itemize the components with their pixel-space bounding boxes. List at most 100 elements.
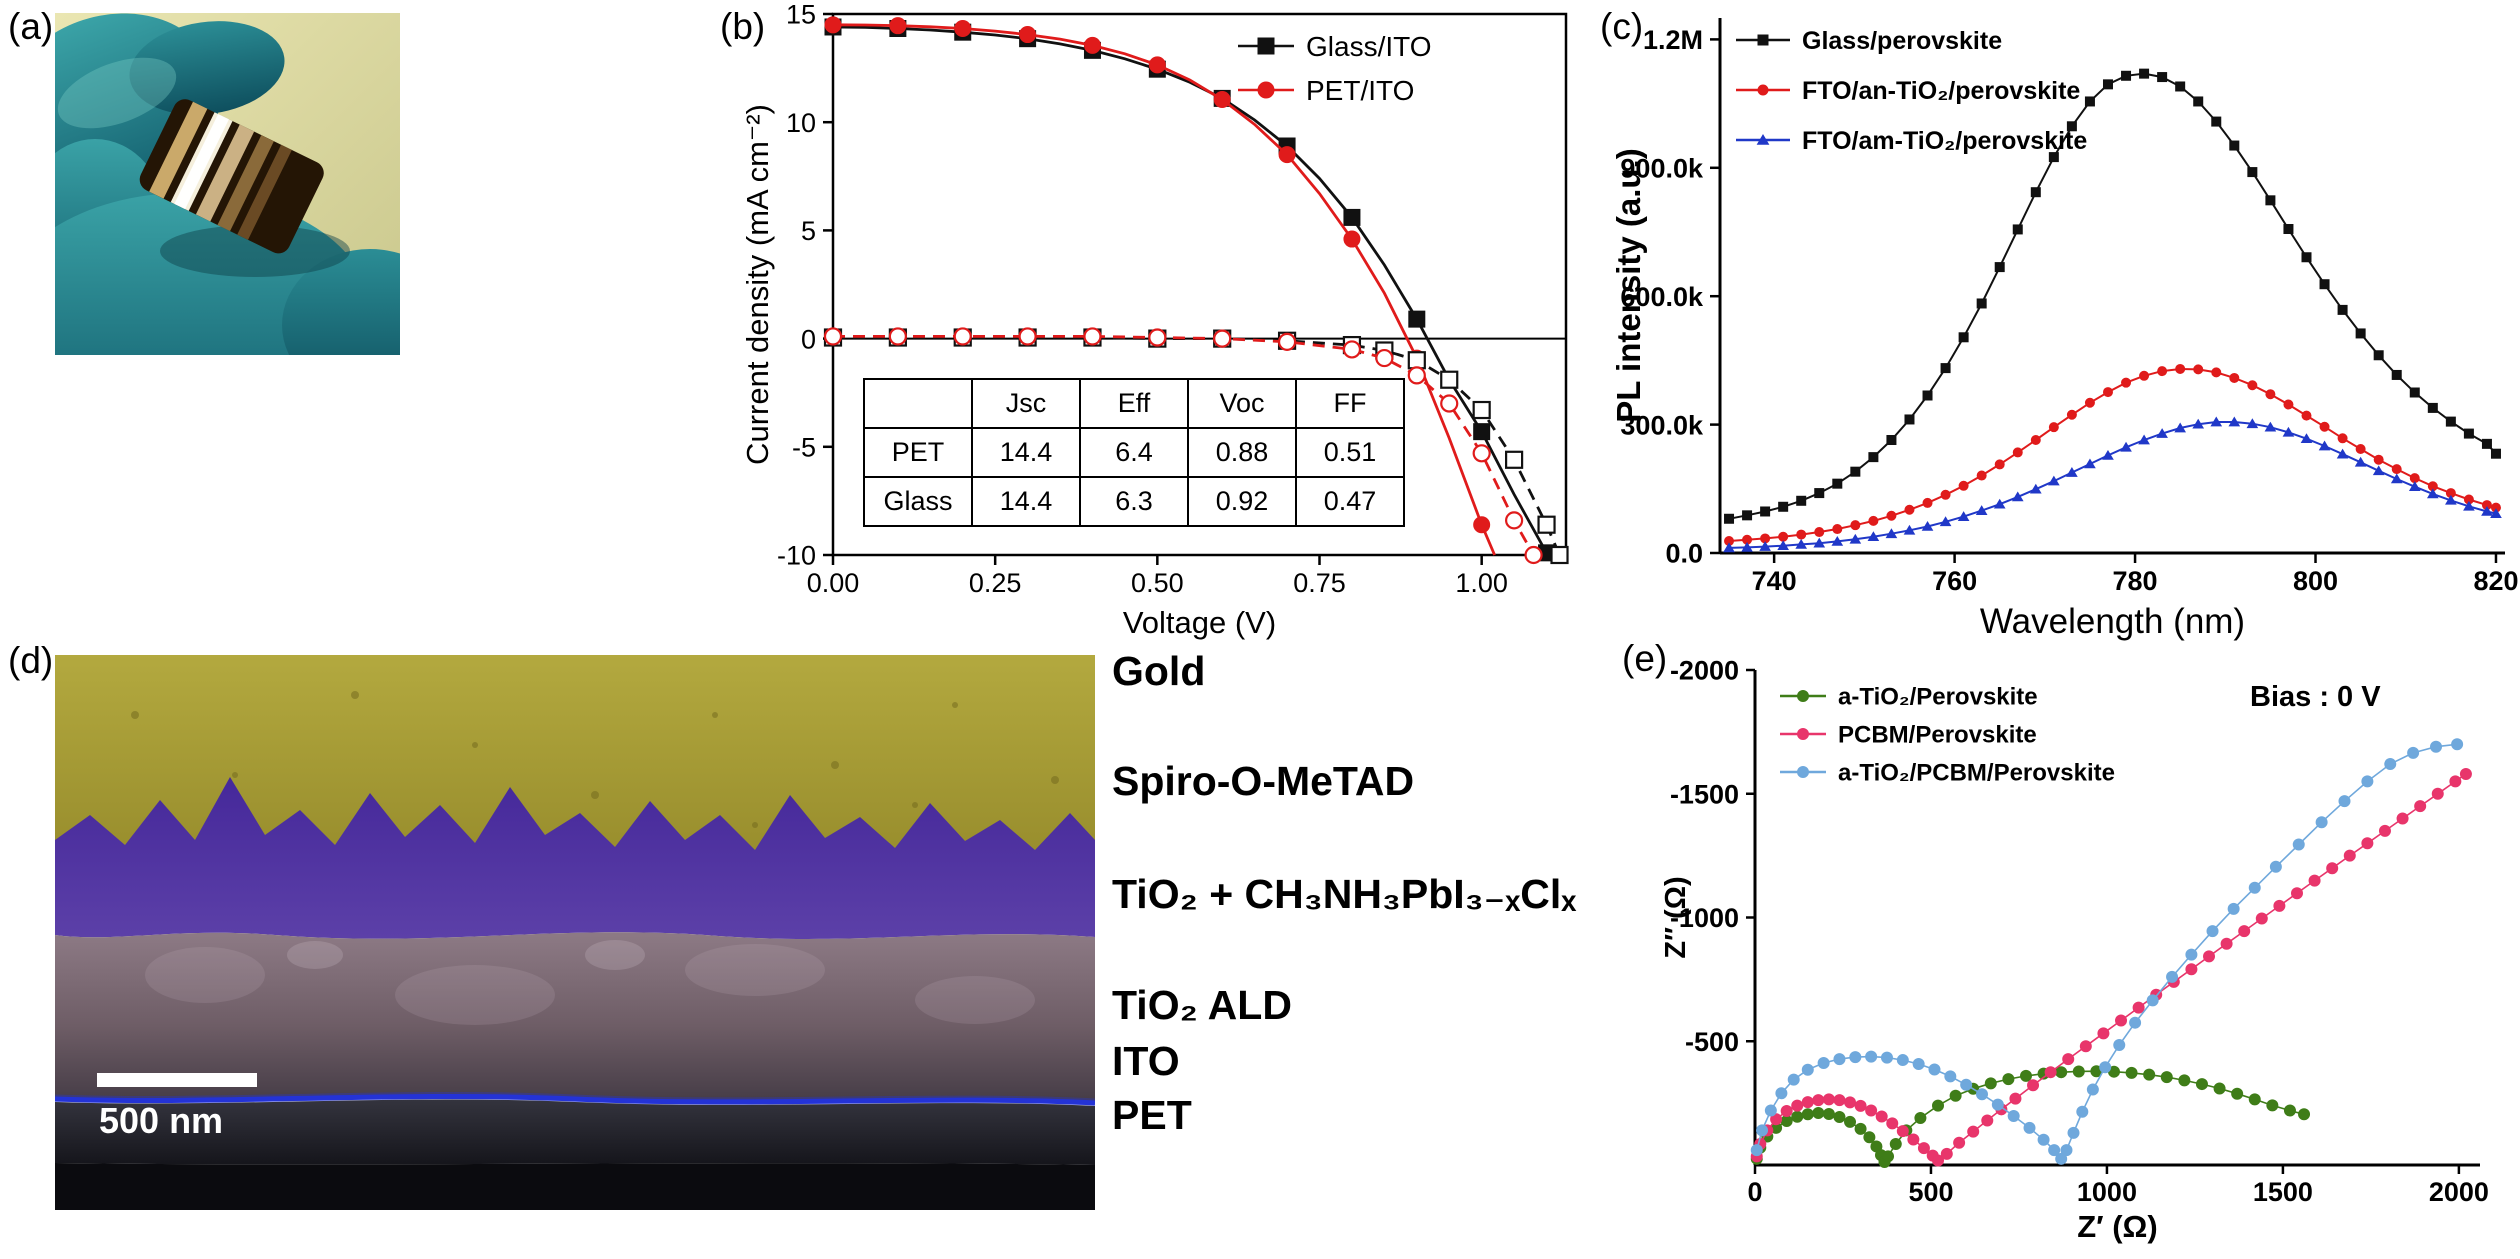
film-stripe [237,144,292,240]
data-marker [1868,515,1879,526]
data-marker [1343,230,1361,248]
data-marker [2283,224,2294,235]
data-marker [2255,912,2268,925]
data-marker [1896,1125,1909,1138]
data-marker [1775,1087,1788,1100]
data-marker [2178,1074,2191,1087]
y-tick-label: -5 [792,433,816,463]
data-marker [1912,1058,1925,1071]
data-marker [1472,444,1491,463]
data-marker [2269,860,2282,873]
legend-label: PCBM/Perovskite [1838,722,2037,749]
data-marker [2265,389,2276,400]
data-marker [2229,372,2240,383]
film-stripe [217,135,274,232]
table-cell: 6.4 [1079,427,1189,478]
data-marker [2084,458,2096,469]
data-marker [1850,466,1861,477]
data-marker [2265,195,2276,206]
data-marker [2156,428,2168,438]
y-tick-label: 0 [801,324,816,354]
data-marker [1822,1093,1835,1106]
data-marker [1903,524,1916,535]
legend-label: a-TiO₂/Perovskite [1838,684,2038,711]
data-marker [954,19,972,37]
data-marker [1473,423,1491,441]
data-marker [2185,948,2198,961]
data-marker [1833,1094,1846,1107]
data-marker [1797,690,1809,702]
data-marker [1750,1144,1763,1157]
data-marker [1757,34,1769,46]
series-line [832,23,1496,556]
data-marker [1796,495,1807,506]
data-marker [2283,399,2294,410]
sem-layer-label-tio2-ald: TiO₂ ALD [1112,982,1292,1028]
x-tick-label: 0.25 [969,568,1022,598]
data-marker [2193,96,2204,107]
data-marker [1787,1073,1800,1086]
table-corner-cell [863,378,973,429]
data-marker [1550,545,1569,565]
data-marker [2086,1083,2099,1096]
y-axis-title: PL intensity (a.u.) [1610,148,1647,422]
data-marker [2319,421,2330,432]
y-tick-label: 600.0k [1620,282,1704,312]
y-tick-label: -1000 [1670,903,1739,933]
y-tick-label: -1500 [1670,779,1739,809]
data-marker [2143,1068,2156,1081]
data-marker [2066,467,2078,477]
data-marker [1889,1137,1902,1150]
data-marker [2011,491,2024,502]
data-marker [2264,421,2277,432]
data-marker [2319,279,2330,290]
data-marker [2355,443,2366,454]
data-marker [1756,1124,1769,1137]
data-marker [2290,887,2303,900]
data-marker [1844,1096,1857,1109]
data-marker [2193,364,2204,375]
data-marker [2157,366,2168,377]
sem-layer-label-perovskite: TiO₂ + CH₃NH₃PbI₃₋ₓClₓ [1112,871,1577,917]
data-marker [2023,1121,2036,1134]
data-marker [2338,795,2351,808]
series-line [1728,367,2497,542]
data-marker [1944,1070,1957,1083]
film-reflection [174,114,229,210]
data-marker [2384,758,2397,771]
data-marker [1742,510,1753,521]
data-marker [1904,414,1915,425]
data-marker [2029,483,2042,494]
data-marker [1757,84,1769,96]
table-header-cell: Eff [1079,378,1189,429]
jv-parameters-table: Jsc Eff Voc FF PET 14.4 6.4 0.88 0.51 Glass 14.4 6.… [863,378,1405,527]
perovskite-layer [55,932,1095,1103]
data-marker [2072,1065,2085,1078]
table-header-cell: FF [1295,378,1405,429]
data-marker [1833,1053,1846,1066]
data-marker [1867,531,1880,542]
data-marker [2414,800,2427,813]
data-marker [2002,1073,2015,1086]
data-marker [2099,1061,2112,1074]
data-marker [2451,738,2464,751]
data-marker [2228,416,2241,427]
data-marker [2390,473,2403,484]
panel-e-label: (e) [1622,638,1668,679]
series-line [1756,743,2458,1161]
data-marker [1849,1051,1862,1064]
sem-layer-label-spiro: Spiro-O-MeTAD [1112,758,1415,804]
data-marker [1723,542,1735,553]
data-marker [2048,152,2059,163]
table-cell: 14.4 [971,476,1081,527]
scale-bar [97,1073,257,1087]
data-marker [1814,527,1825,538]
series-line [832,25,1548,554]
data-marker [1953,1136,1966,1149]
data-marker [2337,304,2348,315]
data-marker [2037,1133,2050,1146]
sem-cross-section-image: 500 nm [55,655,1095,1210]
data-marker [2102,449,2114,460]
data-marker [1994,262,2005,273]
data-marker [2121,377,2132,388]
